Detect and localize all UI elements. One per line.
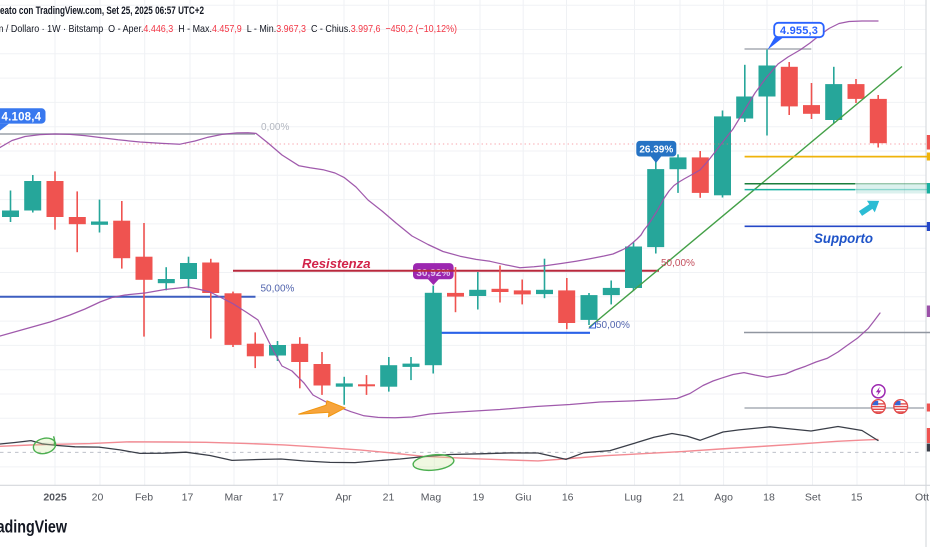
svg-text:Apr: Apr <box>335 492 352 504</box>
svg-text:50,00%: 50,00% <box>261 284 295 295</box>
svg-text:0,00%: 0,00% <box>261 122 289 133</box>
svg-text:radingView: radingView <box>0 517 67 537</box>
svg-text:15: 15 <box>851 492 863 504</box>
svg-text:21: 21 <box>383 492 395 504</box>
svg-text:17: 17 <box>272 492 284 504</box>
svg-text:21: 21 <box>673 492 685 504</box>
svg-text:16: 16 <box>562 492 574 504</box>
svg-text:Mag: Mag <box>421 492 442 504</box>
svg-text:4.955,3: 4.955,3 <box>780 25 818 37</box>
svg-text:m / Dollaro · 1W · Bitstamp O: m / Dollaro · 1W · Bitstamp O - Aper.4.4… <box>0 23 457 35</box>
svg-text:Mar: Mar <box>224 492 243 504</box>
svg-text:Ott: Ott <box>915 492 929 504</box>
svg-text:Resistenza: Resistenza <box>302 256 371 271</box>
svg-text:26.39%: 26.39% <box>639 144 673 155</box>
svg-text:eato con TradingView.com, Set: eato con TradingView.com, Set 25, 2025 0… <box>0 5 204 17</box>
svg-text:Lug: Lug <box>624 492 642 504</box>
svg-text:Set: Set <box>805 492 821 504</box>
svg-text:30,92%: 30,92% <box>416 268 450 279</box>
svg-text:50,00%: 50,00% <box>596 320 630 331</box>
svg-text:4.108,4: 4.108,4 <box>2 111 42 123</box>
svg-text:Supporto: Supporto <box>814 230 873 246</box>
svg-text:18: 18 <box>763 492 775 504</box>
svg-text:Ago: Ago <box>714 492 733 504</box>
svg-text:17: 17 <box>182 492 194 504</box>
svg-text:19: 19 <box>473 492 485 504</box>
svg-text:Feb: Feb <box>135 492 153 504</box>
svg-text:Giu: Giu <box>515 492 532 504</box>
svg-text:2025: 2025 <box>43 492 67 504</box>
svg-text:50,00%: 50,00% <box>661 258 695 269</box>
svg-text:20: 20 <box>92 492 104 504</box>
